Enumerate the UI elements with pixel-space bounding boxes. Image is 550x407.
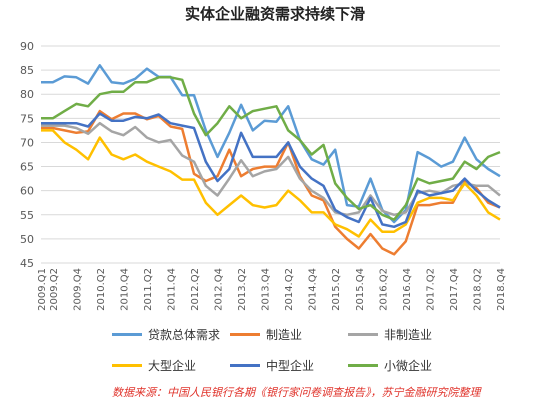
legend-item: 贷款总体需求 <box>112 324 230 346</box>
x-tick-label: 2013.Q4 <box>261 268 272 311</box>
legend-item: 小微企业 <box>348 355 466 377</box>
legend-swatch <box>230 333 260 337</box>
x-tick-label: 2011.Q2 <box>143 268 154 311</box>
series-line-2 <box>41 109 501 256</box>
chart-title: 实体企业融资需求持续下滑 <box>184 5 365 23</box>
legend-swatch <box>230 363 260 367</box>
y-tick-label: 45 <box>20 257 34 270</box>
y-axis-tick-labels: 45 50 55 60 65 70 75 80 85 90 <box>20 40 34 270</box>
legend-item: 大型企业 <box>112 355 230 377</box>
x-tick-label: 2012.Q4 <box>214 268 225 311</box>
series-line-6 <box>41 76 501 221</box>
x-tick-label: 2009.Q2 <box>49 268 60 311</box>
y-tick-label: 65 <box>20 161 34 174</box>
x-tick-label: 2014.Q2 <box>284 268 295 311</box>
legend-label: 中型企业 <box>266 358 315 373</box>
legend-label: 非制造业 <box>384 328 433 343</box>
legend-label: 贷款总体需求 <box>148 328 221 343</box>
legend-label: 制造业 <box>266 328 303 343</box>
legend-label: 小微企业 <box>384 358 433 373</box>
x-tick-label: 2015.Q4 <box>355 268 366 311</box>
legend-label: 大型企业 <box>148 358 197 373</box>
x-tick-label: 2015.Q2 <box>331 268 342 311</box>
x-tick-label: 2018.Q2 <box>472 268 483 311</box>
series-line-3 <box>41 121 501 217</box>
legend-swatch <box>112 363 142 367</box>
y-tick-label: 60 <box>20 185 34 198</box>
legend-swatch <box>112 333 142 337</box>
legend: 贷款总体需求 制造业 非制造业大型企业 中型企业 小微企业 <box>112 324 472 376</box>
legend-swatch <box>348 333 378 337</box>
y-tick-label: 90 <box>20 40 34 53</box>
y-tick-label: 50 <box>20 233 34 246</box>
y-tick-label: 70 <box>20 136 34 149</box>
x-tick-label: 2009.Q4 <box>72 268 83 311</box>
x-tick-label: 2016.Q4 <box>402 268 413 311</box>
legend-item: 制造业 <box>230 324 348 346</box>
y-tick-label: 75 <box>20 112 34 125</box>
source-note: 数据来源：中国人民银行各期《银行家问卷调查报告》，苏宁金融研究院整理 <box>112 386 481 399</box>
series-lines <box>41 64 501 256</box>
series-line-5 <box>41 112 501 229</box>
x-tick-label: 2010.Q2 <box>96 268 107 311</box>
y-tick-label: 80 <box>20 88 34 101</box>
x-tick-label: 2018.Q4 <box>496 268 507 311</box>
x-axis-tick-labels: 2009.Q1 2009.Q2 2009.Q4 2010.Q2 2010.Q4 2011.… <box>37 268 507 311</box>
x-tick-label: 2014.Q4 <box>308 268 319 311</box>
series-line-1 <box>41 64 501 224</box>
legend-item: 非制造业 <box>348 324 466 346</box>
series-line-4 <box>41 129 501 238</box>
x-tick-label: 2012.Q2 <box>190 268 201 311</box>
y-tick-label: 85 <box>20 64 34 77</box>
x-tick-label: 2017.Q2 <box>425 268 436 311</box>
x-tick-label: 2013.Q2 <box>237 268 248 311</box>
x-tick-label: 2011.Q4 <box>166 268 177 311</box>
x-tick-label: 2010.Q4 <box>119 268 130 311</box>
legend-swatch <box>348 363 378 367</box>
legend-item: 中型企业 <box>230 355 348 377</box>
y-tick-label: 55 <box>20 209 34 222</box>
x-tick-label: 2016.Q2 <box>378 268 389 311</box>
x-tick-label: 2017.Q4 <box>449 268 460 311</box>
x-tick-label: 2009.Q1 <box>37 268 48 311</box>
